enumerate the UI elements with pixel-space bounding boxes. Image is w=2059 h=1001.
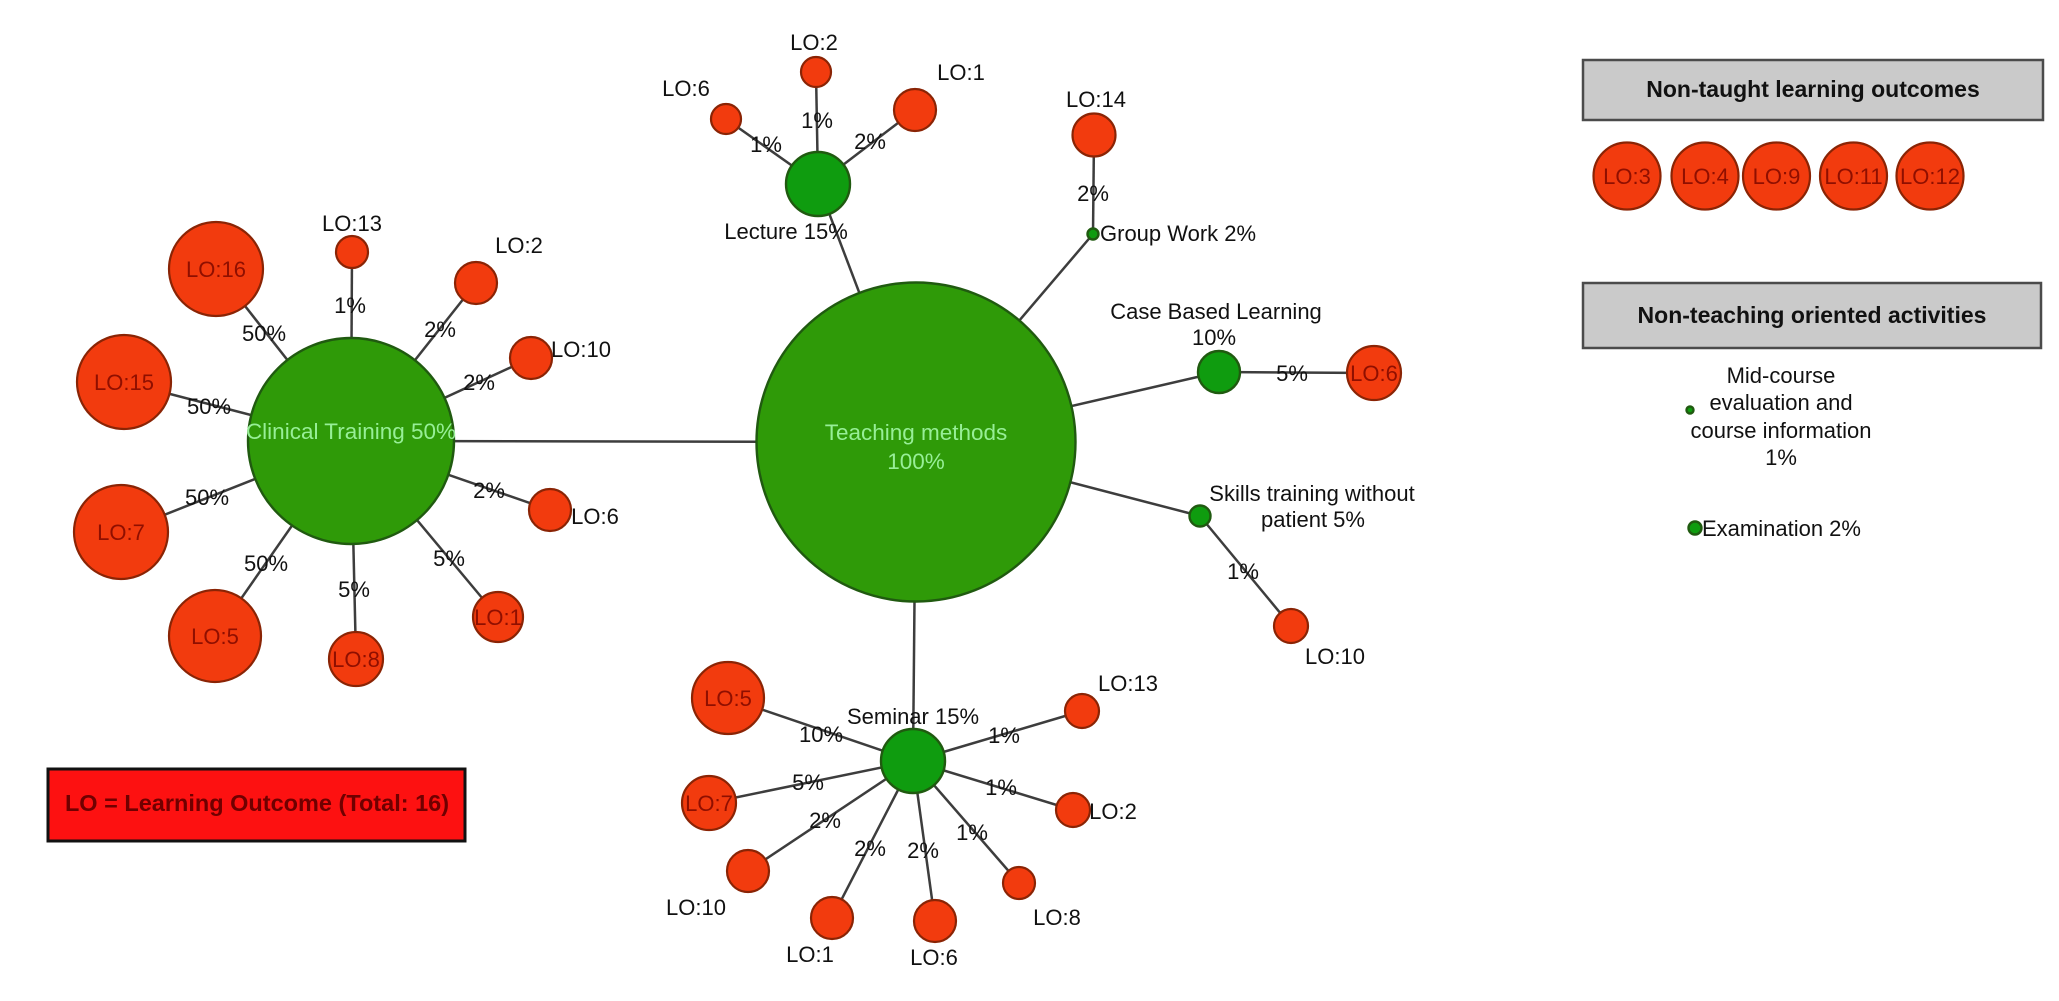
svg-text:LO:10: LO:10 xyxy=(666,895,726,920)
svg-text:1%: 1% xyxy=(1227,559,1259,584)
svg-text:patient 5%: patient 5% xyxy=(1261,507,1365,532)
svg-text:LO = Learning Outcome (Total:: LO = Learning Outcome (Total: 16) xyxy=(65,790,449,816)
svg-text:100%: 100% xyxy=(887,449,945,474)
svg-text:1%: 1% xyxy=(988,723,1020,748)
svg-text:1%: 1% xyxy=(801,108,833,133)
svg-text:LO:6: LO:6 xyxy=(662,76,710,101)
svg-text:LO:6: LO:6 xyxy=(910,945,958,970)
svg-text:1%: 1% xyxy=(985,775,1017,800)
svg-text:LO:2: LO:2 xyxy=(495,233,543,258)
svg-text:2%: 2% xyxy=(463,370,495,395)
svg-text:LO:13: LO:13 xyxy=(1098,671,1158,696)
svg-text:Teaching methods: Teaching methods xyxy=(825,420,1008,445)
svg-text:50%: 50% xyxy=(242,321,286,346)
svg-text:evaluation and: evaluation and xyxy=(1709,390,1852,415)
svg-text:LO:16: LO:16 xyxy=(186,257,246,282)
svg-text:2%: 2% xyxy=(424,317,456,342)
svg-text:LO:6: LO:6 xyxy=(571,504,619,529)
svg-text:Seminar 15%: Seminar 15% xyxy=(847,704,979,729)
svg-text:LO:1: LO:1 xyxy=(937,60,985,85)
svg-text:Case Based Learning: Case Based Learning xyxy=(1110,299,1322,324)
svg-text:LO:11: LO:11 xyxy=(1824,164,1882,189)
svg-text:LO:1: LO:1 xyxy=(474,605,522,630)
svg-text:LO:9: LO:9 xyxy=(1753,164,1801,189)
svg-text:LO:3: LO:3 xyxy=(1603,164,1651,189)
svg-text:1%: 1% xyxy=(956,820,988,845)
svg-text:LO:15: LO:15 xyxy=(94,370,154,395)
svg-text:2%: 2% xyxy=(1077,181,1109,206)
svg-text:LO:7: LO:7 xyxy=(97,520,145,545)
svg-text:LO:2: LO:2 xyxy=(790,30,838,55)
svg-text:1%: 1% xyxy=(750,132,782,157)
svg-text:1%: 1% xyxy=(1765,445,1797,470)
svg-text:Skills training without: Skills training without xyxy=(1209,481,1414,506)
svg-text:50%: 50% xyxy=(187,394,231,419)
svg-text:2%: 2% xyxy=(854,129,886,154)
svg-text:Lecture 15%: Lecture 15% xyxy=(724,219,848,244)
svg-text:Examination 2%: Examination 2% xyxy=(1702,516,1861,541)
svg-text:50%: 50% xyxy=(185,485,229,510)
svg-text:LO:10: LO:10 xyxy=(551,337,611,362)
svg-text:LO:10: LO:10 xyxy=(1305,644,1365,669)
svg-text:1%: 1% xyxy=(334,293,366,318)
svg-text:2%: 2% xyxy=(854,836,886,861)
svg-text:LO:7: LO:7 xyxy=(685,791,733,816)
svg-text:LO:4: LO:4 xyxy=(1681,164,1729,189)
svg-text:LO:13: LO:13 xyxy=(322,211,382,236)
svg-text:LO:6: LO:6 xyxy=(1350,361,1398,386)
svg-text:10%: 10% xyxy=(799,722,843,747)
svg-text:5%: 5% xyxy=(1276,361,1308,386)
svg-text:Non-taught learning outcomes: Non-taught learning outcomes xyxy=(1646,76,1980,102)
svg-text:LO:8: LO:8 xyxy=(1033,905,1081,930)
svg-text:LO:5: LO:5 xyxy=(704,686,752,711)
svg-text:LO:8: LO:8 xyxy=(332,647,380,672)
svg-text:2%: 2% xyxy=(907,838,939,863)
svg-text:2%: 2% xyxy=(809,808,841,833)
svg-text:LO:12: LO:12 xyxy=(1900,164,1960,189)
svg-text:Group Work 2%: Group Work 2% xyxy=(1100,221,1256,246)
svg-text:LO:2: LO:2 xyxy=(1089,799,1137,824)
svg-text:LO:1: LO:1 xyxy=(786,942,834,967)
svg-text:LO:14: LO:14 xyxy=(1066,87,1126,112)
svg-text:Clinical Training 50%: Clinical Training 50% xyxy=(246,419,456,444)
svg-text:Mid-course: Mid-course xyxy=(1727,363,1836,388)
svg-text:10%: 10% xyxy=(1192,325,1236,350)
svg-text:5%: 5% xyxy=(338,577,370,602)
svg-text:2%: 2% xyxy=(473,478,505,503)
svg-text:5%: 5% xyxy=(792,770,824,795)
svg-text:course information: course information xyxy=(1691,418,1872,443)
svg-text:Non-teaching oriented activiti: Non-teaching oriented activities xyxy=(1638,302,1987,328)
svg-text:50%: 50% xyxy=(244,551,288,576)
svg-text:5%: 5% xyxy=(433,546,465,571)
svg-text:LO:5: LO:5 xyxy=(191,624,239,649)
